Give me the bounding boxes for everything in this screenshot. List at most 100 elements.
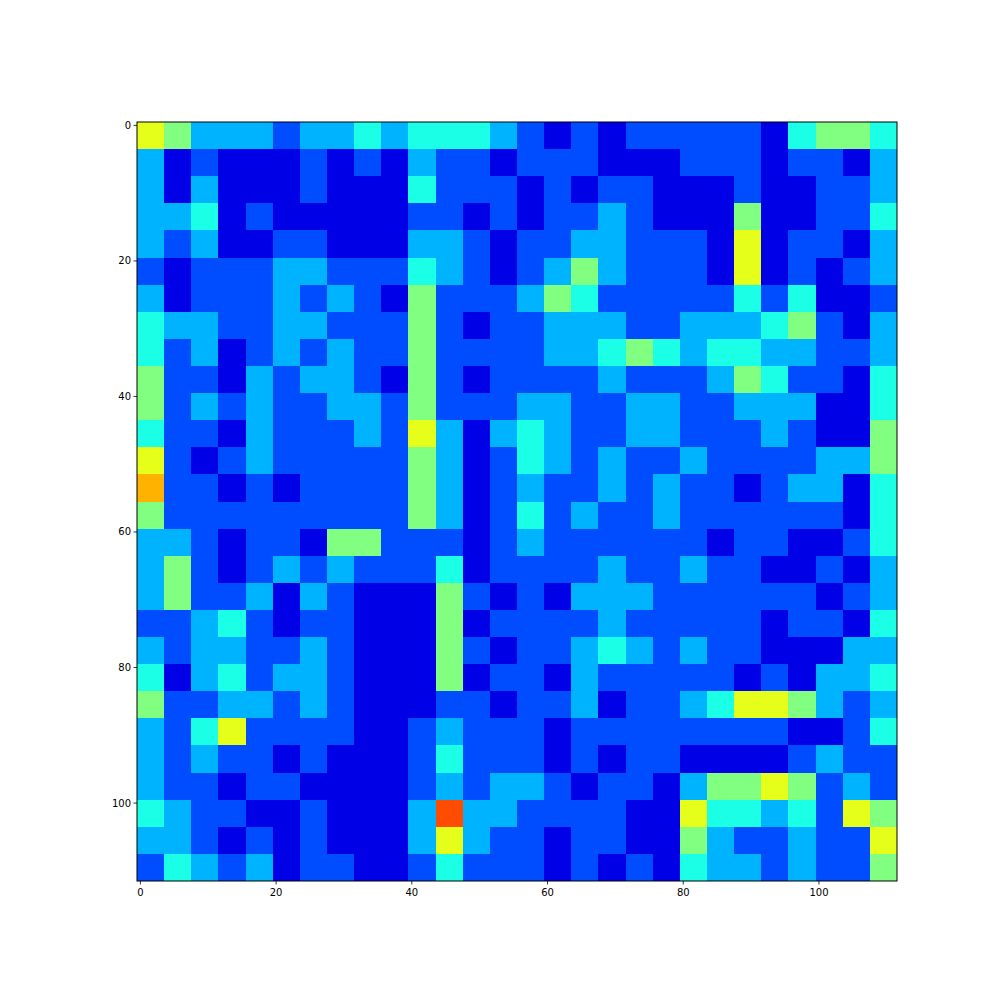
heatmap-cell [137, 745, 165, 773]
heatmap-cell [354, 203, 382, 231]
heatmap-cell [707, 637, 735, 665]
heatmap-cell [734, 718, 762, 746]
heatmap-cell [517, 258, 545, 286]
heatmap-cell [381, 773, 409, 801]
heatmap-cell [734, 745, 762, 773]
heatmap-cell [300, 800, 328, 828]
heatmap-cell [734, 502, 762, 530]
heatmap-cell [653, 854, 681, 881]
heatmap-cell [598, 203, 626, 231]
heatmap-cell [218, 745, 246, 773]
heatmap-cell [843, 556, 871, 584]
heatmap-cell [300, 854, 328, 881]
x-tick-label: 80 [677, 887, 690, 898]
heatmap-cell [164, 502, 192, 530]
heatmap-cell [816, 745, 844, 773]
heatmap-cell [164, 529, 192, 557]
heatmap-cell [327, 583, 355, 611]
heatmap-cell [788, 312, 816, 340]
heatmap-cell [490, 691, 518, 719]
heatmap-cell [218, 827, 246, 855]
heatmap-cell [788, 610, 816, 638]
heatmap-cell [788, 366, 816, 394]
heatmap-cell [436, 176, 464, 204]
heatmap-cell [408, 366, 436, 394]
heatmap-cell [734, 312, 762, 340]
heatmap-cell [816, 474, 844, 502]
heatmap-cell [544, 122, 572, 150]
heatmap-cell [734, 610, 762, 638]
heatmap-cell [327, 718, 355, 746]
heatmap-cell [571, 447, 599, 475]
heatmap-cell [734, 827, 762, 855]
heatmap-cell [436, 691, 464, 719]
heatmap-cell [490, 854, 518, 881]
heatmap-cell [843, 800, 871, 828]
heatmap-cell [354, 502, 382, 530]
heatmap-cell [408, 529, 436, 557]
heatmap-cell [571, 176, 599, 204]
heatmap-cell [436, 854, 464, 881]
heatmap-cell [490, 556, 518, 584]
heatmap-cell [598, 149, 626, 177]
heatmap-cell [653, 529, 681, 557]
heatmap-cell [436, 258, 464, 286]
heatmap-cell [544, 773, 572, 801]
heatmap-cell [191, 285, 219, 313]
heatmap-cell [680, 637, 708, 665]
heatmap-cell [137, 149, 165, 177]
heatmap-cell [408, 854, 436, 881]
heatmap-cell [463, 610, 491, 638]
heatmap-cell [788, 800, 816, 828]
heatmap-cell [436, 285, 464, 313]
heatmap-cell [300, 718, 328, 746]
heatmap-cell [490, 502, 518, 530]
heatmap-cell [816, 610, 844, 638]
heatmap-cell [354, 176, 382, 204]
heatmap-cell [626, 230, 654, 258]
heatmap-cell [734, 447, 762, 475]
heatmap-cell [544, 827, 572, 855]
heatmap-cell [761, 691, 789, 719]
heatmap-cell [598, 366, 626, 394]
heatmap-cell [816, 800, 844, 828]
heatmap-cell [408, 393, 436, 421]
heatmap-cell [436, 230, 464, 258]
heatmap-cell [544, 285, 572, 313]
heatmap-cell [164, 664, 192, 692]
heatmap-cell [191, 258, 219, 286]
heatmap-cell [598, 502, 626, 530]
heatmap-cell [273, 203, 301, 231]
heatmap-cell [300, 203, 328, 231]
heatmap-cell [218, 312, 246, 340]
heatmap-cell [246, 529, 274, 557]
heatmap-cell [436, 393, 464, 421]
heatmap-cell [354, 800, 382, 828]
heatmap-cell [300, 637, 328, 665]
heatmap-cell [870, 447, 897, 475]
heatmap-cell [571, 339, 599, 367]
heatmap-cell [598, 691, 626, 719]
heatmap-cell [246, 258, 274, 286]
heatmap-cell [571, 854, 599, 881]
x-tick-label: 100 [809, 887, 828, 898]
heatmap-cell [788, 854, 816, 881]
heatmap-cell [788, 230, 816, 258]
heatmap-cell [843, 230, 871, 258]
heatmap-cell [164, 474, 192, 502]
heatmap-cell [816, 258, 844, 286]
heatmap-cell [191, 610, 219, 638]
heatmap-cell [273, 664, 301, 692]
heatmap-cell [761, 230, 789, 258]
heatmap-cell [191, 556, 219, 584]
heatmap-cell [381, 339, 409, 367]
heatmap-cell [571, 149, 599, 177]
heatmap-cell [463, 393, 491, 421]
heatmap-cell [517, 745, 545, 773]
heatmap-cell [327, 502, 355, 530]
heatmap-cell [734, 285, 762, 313]
heatmap-cell [381, 285, 409, 313]
heatmap-cell [653, 474, 681, 502]
heatmap-cell [300, 447, 328, 475]
heatmap-cell [381, 420, 409, 448]
